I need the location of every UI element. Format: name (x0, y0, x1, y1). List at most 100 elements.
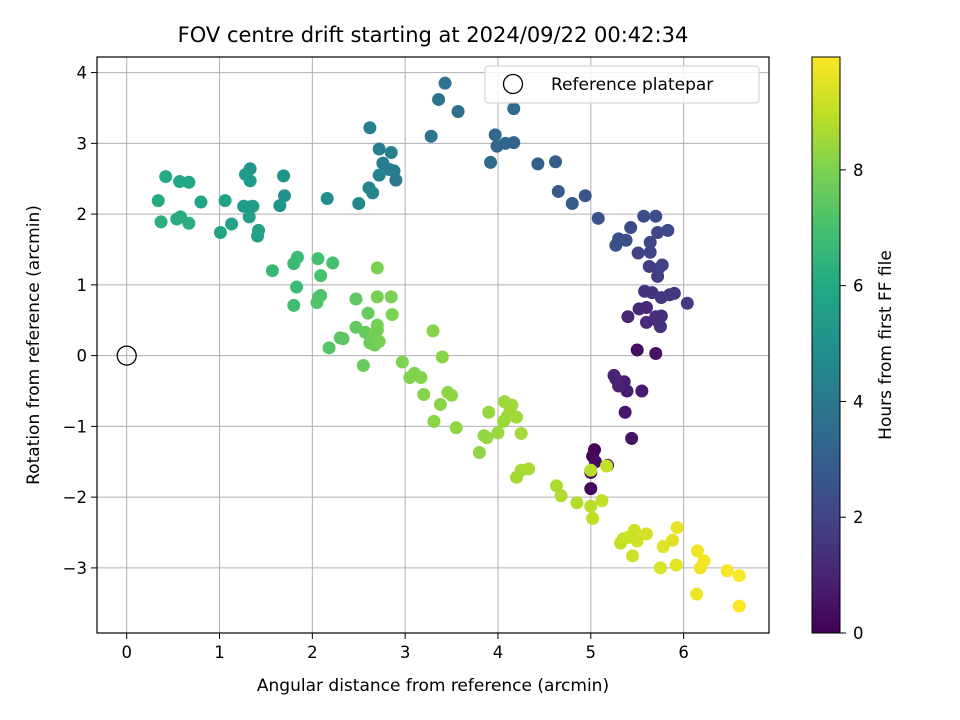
data-point (287, 298, 301, 312)
data-point (290, 250, 304, 264)
colorbar-tick-label: 2 (853, 508, 864, 527)
data-point (626, 549, 640, 563)
data-point (570, 496, 584, 510)
y-tick-label: −1 (63, 417, 87, 436)
data-point (670, 521, 684, 535)
data-point (433, 397, 447, 411)
data-point (488, 128, 502, 142)
data-point (600, 459, 614, 473)
x-tick-label: 1 (214, 643, 225, 662)
data-point (326, 256, 340, 270)
data-point (438, 76, 452, 90)
data-point (395, 355, 409, 369)
data-point (624, 221, 638, 235)
data-point (414, 371, 428, 385)
colorbar-tick-label: 8 (853, 161, 864, 180)
data-point (372, 168, 386, 182)
data-point (252, 223, 266, 237)
data-point (595, 494, 609, 508)
data-point (246, 199, 260, 213)
data-point (370, 290, 384, 304)
data-point (322, 341, 336, 355)
data-point (653, 320, 667, 334)
data-point (720, 564, 734, 578)
colorbar-tick-label: 6 (853, 277, 864, 296)
data-point (643, 235, 657, 249)
colorbar: 0 2 4 6 8 Hours from first FF file (811, 56, 896, 643)
data-point (649, 346, 663, 360)
data-point (490, 139, 504, 153)
data-point (618, 405, 632, 419)
data-point (427, 414, 441, 428)
data-point (432, 92, 446, 106)
data-point (655, 258, 669, 272)
data-point (277, 169, 291, 183)
data-point (732, 569, 746, 583)
data-point (424, 129, 438, 143)
data-point (426, 324, 440, 338)
y-tick-label: 1 (77, 276, 88, 295)
data-point (522, 462, 536, 476)
x-tick-label: 0 (121, 643, 132, 662)
data-point (656, 540, 670, 554)
data-point (637, 209, 651, 223)
data-point (639, 527, 653, 541)
colorbar-frame (811, 56, 841, 634)
data-point (384, 146, 398, 160)
data-point (609, 238, 623, 252)
data-point (370, 318, 384, 332)
data-point (584, 463, 598, 477)
data-point (639, 300, 653, 314)
data-point (635, 384, 649, 398)
data-point (514, 426, 528, 440)
data-point (310, 296, 324, 310)
data-point (586, 511, 600, 525)
chart-title: FOV centre drift starting at 2024/09/22 … (178, 23, 689, 47)
data-point (507, 102, 521, 116)
data-point (472, 446, 486, 460)
colorbar-ticks: 0 2 4 6 8 (840, 161, 864, 643)
data-point (680, 296, 694, 310)
x-axis-label: Angular distance from reference (arcmin) (257, 676, 609, 696)
data-point (554, 489, 568, 503)
data-point (445, 388, 459, 402)
data-point (551, 184, 565, 198)
legend-label-reference: Reference platepar (551, 75, 713, 95)
x-tick-label: 2 (307, 643, 318, 662)
data-point (484, 155, 498, 169)
data-point (651, 225, 665, 239)
data-point (667, 286, 681, 300)
data-point (370, 261, 384, 275)
y-tick-label: −3 (63, 559, 87, 578)
data-point (242, 210, 256, 224)
data-point (531, 157, 545, 171)
data-point (451, 104, 465, 118)
data-point (480, 431, 494, 445)
data-point (372, 334, 386, 348)
data-point (491, 426, 505, 440)
data-point (505, 398, 519, 412)
data-point (182, 175, 196, 189)
data-point (565, 196, 579, 210)
data-point (669, 558, 683, 572)
data-point (363, 121, 377, 135)
colorbar-label: Hours from first FF file (876, 250, 896, 440)
y-tick-label: 3 (77, 134, 88, 153)
data-point (619, 233, 633, 247)
data-point (366, 186, 380, 200)
data-point (435, 350, 449, 364)
legend-box (484, 65, 760, 104)
plot-area-frame (96, 56, 770, 634)
data-point (290, 280, 304, 294)
data-point (225, 217, 239, 231)
data-point (625, 431, 639, 445)
x-tick-label: 3 (400, 643, 411, 662)
data-point (482, 405, 496, 419)
y-axis-label: Rotation from reference (arcmin) (24, 205, 44, 485)
data-points (116, 76, 746, 613)
data-point (151, 194, 165, 208)
reference-platepar-marker (116, 345, 137, 366)
colorbar-gradient (812, 57, 840, 633)
data-point (584, 482, 598, 496)
